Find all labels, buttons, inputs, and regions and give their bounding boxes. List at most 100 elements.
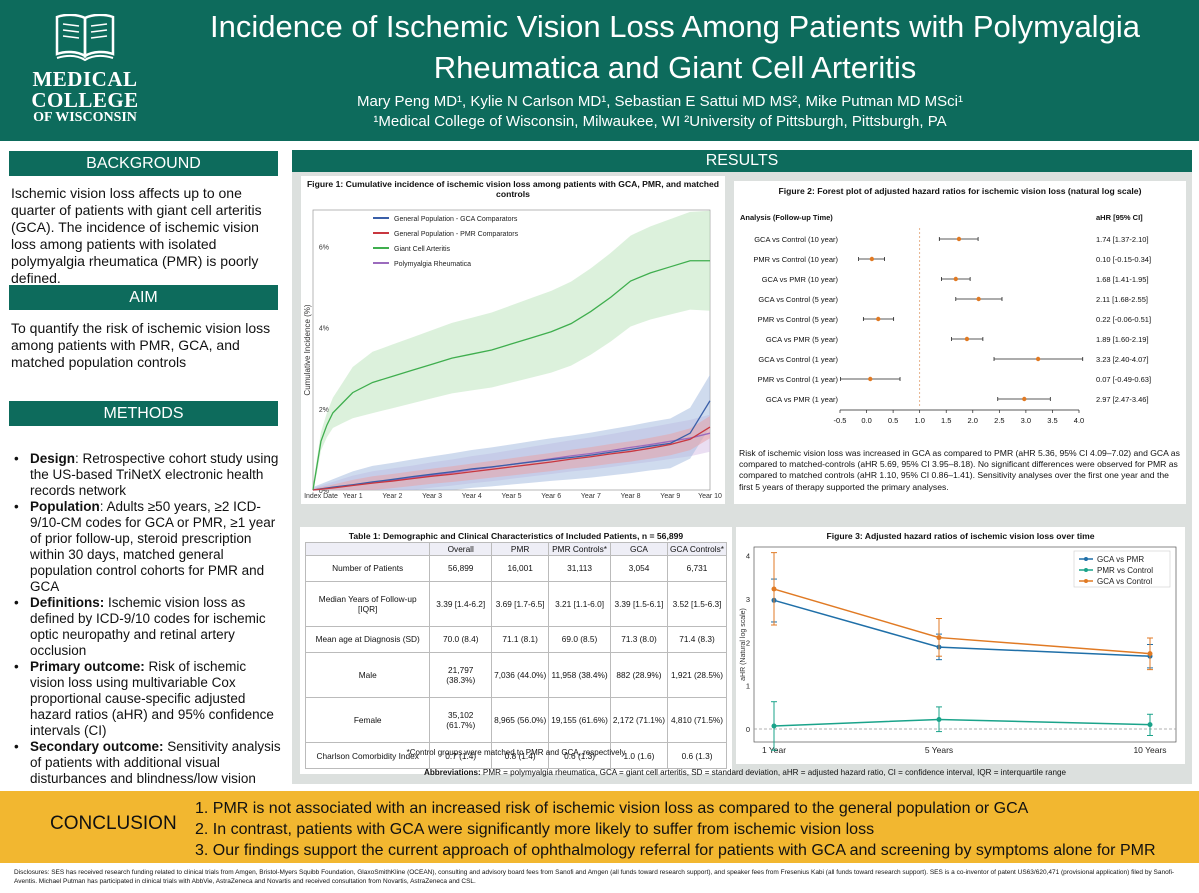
figure1-caption: Figure 1: Cumulative incidence of ischem… <box>306 179 720 199</box>
figure1-xtick-label: Year 7 <box>581 493 601 500</box>
table1-cell: 3,054 <box>609 555 669 582</box>
table1-cell: 1.0 (1.6) <box>609 742 669 769</box>
table-row: Number of Patients 56,899 16,001 31,113 3,05… <box>304 555 727 582</box>
figure2-xtick-label: 2.5 <box>994 416 1004 425</box>
figure3-legend-label: GCA vs Control <box>1097 577 1152 586</box>
figure1-legend-label: Giant Cell Arteritis <box>394 246 451 253</box>
figure1-series-line <box>312 426 711 491</box>
figure1-legend-label: Polymyalgia Rheumatica <box>394 261 471 268</box>
figure1-ci-band <box>313 415 710 490</box>
abbreviations-text: PMR = polymyalgia rheumatica, GCA = gian… <box>480 768 1066 777</box>
figure1-xtick-label: Year 6 <box>541 493 561 500</box>
table1-cell: 2,172 (71.1%) <box>609 696 669 744</box>
methods-item-text: Sensitivity analysis of patients with ad… <box>30 739 281 786</box>
table1-row-label: Number of Patients <box>304 555 431 582</box>
table1-cell: 31,113 <box>548 555 611 582</box>
table1-cell: 0.8 (1.4) <box>491 742 550 769</box>
methods-item-text: : Retrospective cohort study using the U… <box>30 451 279 498</box>
conclusion-item-number: 2. <box>195 821 213 838</box>
table1-cell: 3.39 [1.4-6.2] <box>429 580 493 627</box>
figure2-estimate-point <box>956 236 962 242</box>
table1-header-cell: PMR Controls* <box>548 542 611 556</box>
figure3-legend-label: PMR vs Control <box>1097 566 1153 575</box>
table1-cell: 7,036 (44.0%) <box>491 651 550 698</box>
methods-item: Definitions: Ischemic vision loss as def… <box>12 595 282 659</box>
table1-header-cell: GCA <box>609 542 669 556</box>
methods-item-label: Primary outcome: <box>30 659 145 674</box>
figure2-row-label: PMR vs Control (5 year) <box>758 315 839 324</box>
table-row: Female 35,102 (61.7%) 8,965 (56.0%) 19,155 … <box>304 696 727 744</box>
methods-item-label: Secondary outcome: <box>30 739 164 754</box>
figure3-ytick-label: 4 <box>746 552 750 561</box>
abbreviations-label: Abbreviations: <box>424 768 481 777</box>
book-shield-icon <box>55 13 115 62</box>
table1-cell: 16,001 <box>491 555 550 582</box>
figure2-row-value: 0.22 [-0.06-0.51] <box>1096 315 1151 324</box>
table1-cell: 1,921 (28.5%) <box>667 651 727 698</box>
figure1-xtick-label: Year 4 <box>462 493 482 500</box>
table1-cell: 0.7 (1.4) <box>429 742 493 769</box>
figure3-xtick-label: 10 Years <box>1133 745 1166 755</box>
figure1-xtick-label: Index Date <box>304 493 338 500</box>
figure2-xtick-label: 1.5 <box>941 416 951 425</box>
figure2-xtick-label: 1.0 <box>914 416 924 425</box>
aim-text: To quantify the risk of ischemic vision … <box>11 320 271 370</box>
table1-row-label: Female <box>304 696 431 744</box>
table1-caption: Table 1: Demographic and Clinical Charac… <box>348 531 684 541</box>
methods-item: Design: Retrospective cohort study using… <box>12 451 282 499</box>
figure1-xtick-label: Year 10 <box>698 493 722 500</box>
figure1-ytick-label: 0% <box>319 488 329 495</box>
results-heading: RESULTS <box>292 150 1192 172</box>
figure3-ytick-label: 2 <box>746 638 750 647</box>
figure2-row-label: GCA vs PMR (10 year) <box>762 275 839 284</box>
conclusion-item-text: Our findings support the current approac… <box>212 842 1156 859</box>
logo-line1: MEDICAL <box>32 67 138 91</box>
table1-cell: 3.69 [1.7-6.5] <box>491 580 550 627</box>
methods-item-label: Population <box>30 499 100 514</box>
figure1-ytick-label: 2% <box>319 407 329 414</box>
figure2-caption: Figure 2: Forest plot of adjusted hazard… <box>778 186 1142 196</box>
figure2-row-label: PMR vs Control (1 year) <box>758 375 839 384</box>
title-line2: Rheumatica and Giant Cell Arteritis <box>433 50 917 85</box>
table1-cell: 4,810 (71.5%) <box>667 696 727 744</box>
mcw-logo: MEDICAL COLLEGE OF WISCONSIN <box>20 13 150 125</box>
disclosures: Disclosures: SES has received research f… <box>14 869 1175 885</box>
figure2-estimate-point <box>953 276 958 282</box>
table-row: Male 21,797 (38.3%) 7,036 (44.0%) 11,958 (3… <box>304 651 727 698</box>
figure2-xtick-label: 0.5 <box>888 416 898 425</box>
figure2-col-right: aHR [95% CI] <box>1096 213 1143 222</box>
table1: Overall PMR PMR Controls* GCA GCA Controls* … <box>304 542 727 769</box>
figure2-estimate-point <box>964 336 970 342</box>
figure3-legend-marker <box>1084 579 1088 583</box>
figure1-legend-label: General Population - GCA Comparators <box>394 216 518 223</box>
figure3-point <box>771 723 777 729</box>
figure1-ci-band <box>313 210 710 490</box>
table1-cell: 71.3 (8.0) <box>609 625 669 653</box>
figure1-chart: 0% 2% 4% 6% Index Date Year 1 Year 2 Year 3 Year… <box>303 209 722 500</box>
figure2-forest-plot: Analysis (Follow-up Time) aHR [95% CI] GCA… <box>740 213 1151 425</box>
figure2-estimate-point <box>1035 356 1041 362</box>
poster-header: MEDICAL COLLEGE OF WISCONSIN Incidence o… <box>0 0 1199 141</box>
background-text: Ischemic vision loss affects up to one q… <box>11 185 262 286</box>
logo-line3: OF WISCONSIN <box>33 110 137 125</box>
figure1-ylabel: Cumulative Incidence (%) <box>303 304 312 395</box>
figure1-ytick-label: 6% <box>319 245 329 252</box>
figure1-xtick-label: Year 2 <box>382 493 402 500</box>
figure3-point <box>1147 651 1153 657</box>
table1-cell: 69.0 (8.5) <box>548 625 611 653</box>
conclusion-heading: CONCLUSION <box>50 813 177 834</box>
figure1-series-line <box>312 400 711 491</box>
figure1-series-line <box>312 260 710 491</box>
conclusion-item: 3. Our findings support the current appr… <box>195 840 1185 861</box>
figure3-point <box>936 635 942 641</box>
poster-title: Incidence of Ischemic Vision Loss Among … <box>160 6 1190 88</box>
table1-header-cell <box>304 542 431 556</box>
figure2-row-value: 1.68 [1.41-1.95] <box>1096 275 1149 284</box>
figure2-row-value: 0.07 [-0.49-0.63] <box>1096 375 1151 384</box>
table1-header-row: Overall PMR PMR Controls* GCA GCA Controls* <box>304 542 727 556</box>
figure1-xtick-label: Year 3 <box>422 493 442 500</box>
conclusion-item-number: 1. <box>195 800 213 817</box>
conclusion-item: 2. In contrast, patients with GCA were s… <box>195 819 1185 840</box>
figure2-row-label: GCA vs PMR (1 year) <box>766 395 839 404</box>
table1-cell: 3.21 [1.1-6.0] <box>548 580 611 627</box>
